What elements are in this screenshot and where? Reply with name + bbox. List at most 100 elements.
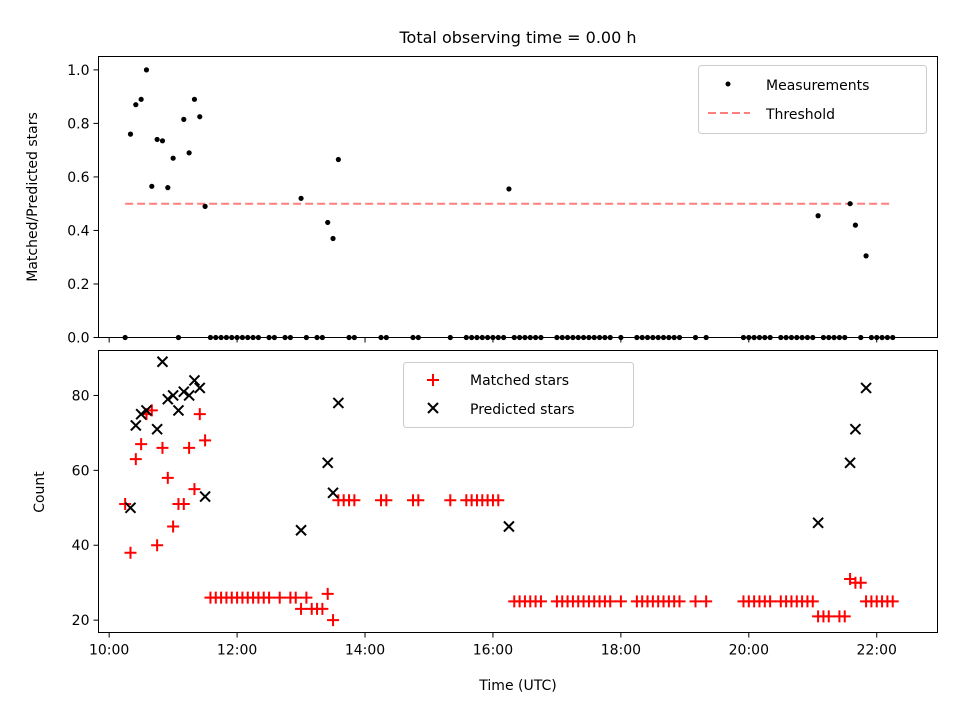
matched-point [156, 441, 169, 454]
measurement-point [159, 138, 166, 144]
matched-point [689, 595, 702, 608]
x-tick-label: 10:00 [89, 643, 129, 659]
matched-point [412, 494, 425, 507]
matched-point [167, 520, 180, 533]
predicted-point [295, 524, 307, 536]
matched-point [135, 438, 148, 451]
predicted-point [151, 423, 163, 435]
x-tick-label: 22:00 [857, 643, 897, 659]
predicted-point [860, 382, 872, 394]
predicted-point [503, 520, 515, 533]
bottom-panel: 20 40 60 80 10:00 12:00 14:00 16:00 18:00 20:00 2… [32, 350, 938, 694]
matched-point [193, 408, 206, 421]
top-plot-frame [98, 56, 938, 338]
measurement-point [165, 185, 171, 191]
top-title: Total observing time = 0.00 h [398, 28, 636, 47]
matched-point [161, 471, 174, 484]
legend-predicted-marker [427, 402, 439, 414]
measurement-point [815, 213, 821, 219]
top-y-axis: 0.0 0.2 0.4 0.6 0.8 1.0 [67, 63, 99, 347]
y-tick-label: 0.0 [67, 331, 89, 347]
top-panel: Total observing time = 0.00 h 0.00.20.40… [25, 28, 938, 347]
matched-point [764, 595, 777, 608]
matched-point [199, 434, 212, 447]
measurement-point [127, 131, 134, 137]
x-tick-label: 16:00 [473, 643, 513, 659]
bottom-y-axis-label: Count [32, 471, 48, 513]
top-y-axis-label: Matched/Predicted stars [25, 112, 41, 282]
predicted-point [156, 356, 169, 368]
matched-point [673, 595, 686, 608]
predicted-point [844, 457, 856, 469]
measurement-point [506, 186, 512, 192]
matched-point [854, 576, 867, 589]
bottom-legend: Matched stars Predicted stars [403, 362, 634, 428]
predicted-point [140, 404, 153, 417]
measurement-point [847, 201, 853, 207]
matched-point [263, 591, 276, 604]
x-tick-label: 12:00 [217, 643, 257, 659]
bottom-legend-box [403, 362, 634, 428]
matched-point [327, 614, 340, 627]
predicted-point [135, 408, 147, 420]
predicted-point [812, 517, 824, 529]
measurement-point [325, 219, 331, 226]
measurement-point [154, 136, 160, 143]
predicted-point [183, 389, 195, 402]
measurement-point [863, 253, 869, 259]
predicted-point [321, 457, 334, 469]
matched-point [380, 494, 393, 507]
measurement-point [335, 156, 341, 163]
legend-measurements-label: Measurements [766, 78, 869, 94]
bottom-x-axis: 10:00 12:00 14:00 16:00 18:00 20:00 22:00 [89, 632, 897, 659]
matched-point [604, 595, 617, 608]
top-legend: Measurements Threshold [698, 65, 927, 134]
legend-predicted-label: Predicted stars [470, 402, 575, 418]
bottom-marks [119, 356, 899, 627]
matched-point [300, 591, 313, 604]
matched-point [177, 498, 190, 511]
legend-measurements-marker [725, 81, 731, 87]
x-tick-label: 14:00 [345, 643, 385, 659]
matched-point [806, 595, 819, 608]
y-tick-label: 40 [72, 538, 90, 554]
matched-point [614, 595, 627, 608]
measurement-point [298, 195, 304, 201]
measurement-point [197, 114, 203, 120]
y-tick-label: 0.6 [67, 170, 89, 186]
matched-point [183, 441, 196, 454]
matched-point [151, 539, 164, 552]
legend-matched-label: Matched stars [470, 373, 569, 389]
matched-point [289, 591, 302, 604]
predicted-point [124, 502, 137, 514]
measurement-point [852, 222, 859, 228]
measurement-point [330, 235, 336, 242]
measurement-point [138, 96, 144, 102]
predicted-point [327, 487, 339, 499]
predicted-point [199, 490, 211, 503]
matched-point [295, 602, 308, 615]
measurement-point [149, 183, 155, 189]
bottom-plot-frame [98, 350, 938, 633]
matched-point [321, 587, 334, 600]
measurement-point [191, 96, 198, 102]
top-x-axis [108, 337, 878, 343]
y-tick-label: 60 [72, 463, 90, 479]
y-tick-label: 0.8 [67, 116, 89, 132]
predicted-point [188, 374, 201, 387]
predicted-point [849, 423, 862, 435]
matched-point [822, 610, 835, 623]
x-axis-label: Time (UTC) [478, 678, 556, 694]
y-tick-label: 0.4 [67, 223, 89, 239]
predicted-point [194, 382, 206, 394]
matched-point [492, 494, 505, 507]
matched-point [838, 610, 851, 623]
predicted-point [332, 397, 345, 409]
matched-point [273, 591, 286, 604]
top-legend-box [698, 65, 927, 134]
matched-point [124, 546, 137, 559]
y-tick-label: 80 [72, 388, 90, 404]
y-tick-label: 20 [72, 613, 90, 629]
x-tick-label: 18:00 [601, 643, 641, 659]
